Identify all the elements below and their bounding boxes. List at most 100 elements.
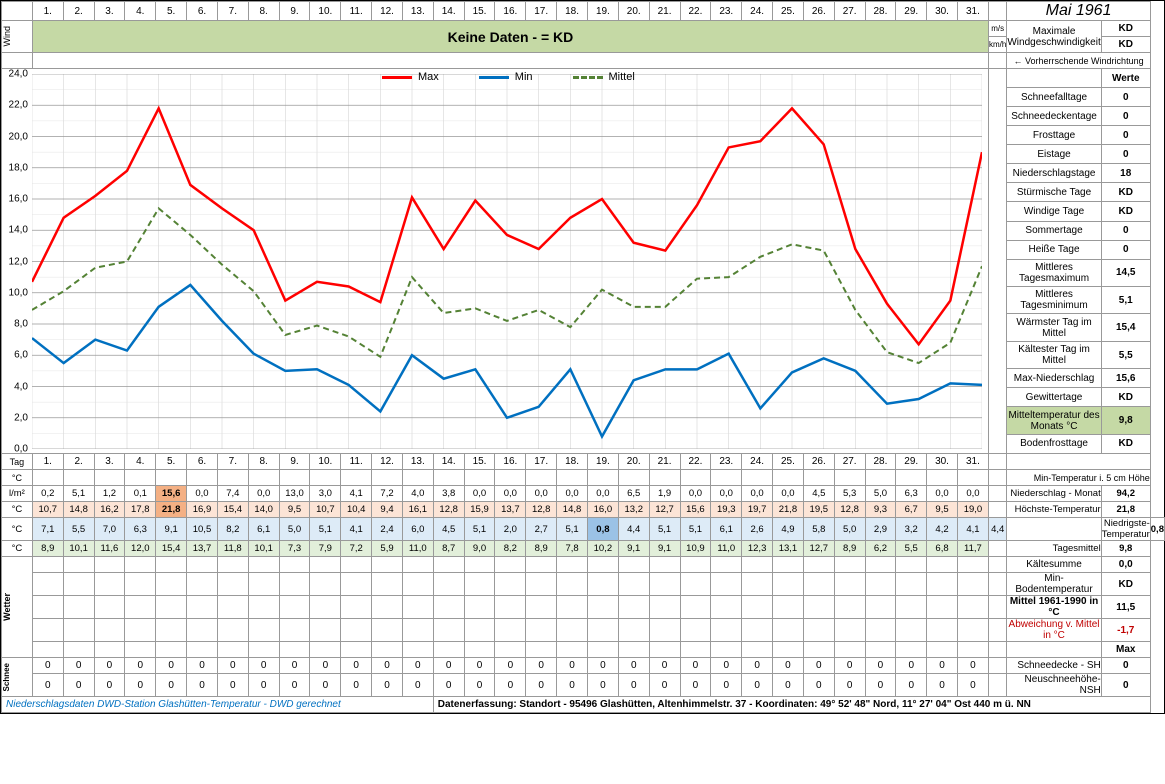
data-cell: 0,0 xyxy=(495,486,526,502)
y-axis-label: 24,0 xyxy=(2,69,28,80)
zero-cell: 0 xyxy=(402,674,433,697)
row-unit: °C xyxy=(2,541,33,557)
day-header: 29. xyxy=(896,2,927,21)
zero-cell: 0 xyxy=(957,674,988,697)
stat-label: Heiße Tage xyxy=(1007,240,1101,259)
zero-cell: 0 xyxy=(618,658,649,674)
data-cell: 0,0 xyxy=(248,486,279,502)
data-cell: 8,9 xyxy=(834,541,865,557)
stat-label: Kältester Tag im Mittel xyxy=(1007,341,1101,368)
day-header: 6. xyxy=(187,454,218,470)
zero-cell: 0 xyxy=(526,674,557,697)
extra-label: Abweichung v. Mittel in °C xyxy=(1007,619,1101,642)
day-header: 20. xyxy=(618,454,649,470)
day-header: 6. xyxy=(187,2,218,21)
data-cell: 10,7 xyxy=(32,502,63,518)
day-header: 12. xyxy=(372,2,403,21)
extra-label: Mittel 1961-1990 in °C xyxy=(1007,596,1101,619)
zero-cell: 0 xyxy=(32,658,63,674)
day-header: 1. xyxy=(32,2,63,21)
data-cell: 0,1 xyxy=(125,486,156,502)
zero-cell: 0 xyxy=(557,658,588,674)
wind-dir: ← Vorherrschende Windrichtung xyxy=(1007,53,1150,69)
day-header: 5. xyxy=(156,2,187,21)
stat-label: Frosttage xyxy=(1007,126,1101,145)
zero-cell: 0 xyxy=(433,674,464,697)
stat-value: 0 xyxy=(1101,107,1150,126)
data-cell: 8,9 xyxy=(526,541,557,557)
y-axis-label: 12,0 xyxy=(2,256,28,267)
mintemp5-label: Min-Temperatur i. 5 cm Höhe xyxy=(1007,470,1150,486)
zero-cell: 0 xyxy=(834,658,865,674)
zero-cell: 0 xyxy=(587,658,618,674)
zero-cell: 0 xyxy=(495,658,526,674)
ms-unit: m/s xyxy=(989,21,1007,37)
stat-value: 0 xyxy=(1101,126,1150,145)
day-header: 31. xyxy=(957,2,988,21)
zero-cell: 0 xyxy=(464,674,495,697)
row-sum: 21,8 xyxy=(1101,502,1150,518)
data-cell: 14,8 xyxy=(557,502,588,518)
data-cell: 5,1 xyxy=(557,518,588,541)
data-cell: 0,0 xyxy=(742,486,773,502)
stat-value: 14,5 xyxy=(1101,259,1150,286)
extra-value: 11,5 xyxy=(1101,596,1150,619)
zero-cell: 0 xyxy=(125,658,156,674)
data-cell: 10,5 xyxy=(187,518,218,541)
day-header: 20. xyxy=(618,2,649,21)
y-axis-label: 14,0 xyxy=(2,225,28,236)
day-header: 16. xyxy=(495,2,526,21)
stat-label: Schneefalltage xyxy=(1007,88,1101,107)
data-cell: 9,3 xyxy=(865,502,896,518)
snow-label: Schnee xyxy=(2,663,11,691)
day-header: 21. xyxy=(649,2,680,21)
zero-cell: 0 xyxy=(341,674,372,697)
wind-max-label: Maximale Windgeschwindigkeit xyxy=(1007,21,1101,53)
data-cell: 5,1 xyxy=(649,518,680,541)
data-cell: 9,1 xyxy=(618,541,649,557)
data-cell: 7,3 xyxy=(279,541,310,557)
data-cell: 9,0 xyxy=(464,541,495,557)
day-header: 7. xyxy=(217,454,248,470)
data-cell: 16,2 xyxy=(94,502,125,518)
row-sum: 94,2 xyxy=(1101,486,1150,502)
stat-label: Sommertage xyxy=(1007,221,1101,240)
data-cell: 0,2 xyxy=(32,486,63,502)
data-cell: 11,8 xyxy=(217,541,248,557)
stat-value: 5,5 xyxy=(1101,341,1150,368)
stat-label: Gewittertage xyxy=(1007,388,1101,407)
data-cell: 4,5 xyxy=(803,486,834,502)
day-header: 24. xyxy=(742,454,773,470)
data-cell: 13,1 xyxy=(773,541,804,557)
data-cell: 19,0 xyxy=(957,502,988,518)
day-header: 17. xyxy=(526,2,557,21)
data-cell: 12,8 xyxy=(834,502,865,518)
extra-label: Min-Bodentemperatur xyxy=(1007,573,1101,596)
data-cell: 10,7 xyxy=(310,502,341,518)
data-cell: 6,1 xyxy=(711,518,742,541)
row-unit: °C xyxy=(2,518,33,541)
stat-label: Stürmische Tage xyxy=(1007,183,1101,202)
data-cell: 14,0 xyxy=(248,502,279,518)
day-header: 30. xyxy=(927,454,958,470)
data-cell: 7,2 xyxy=(372,486,403,502)
data-cell: 3,2 xyxy=(896,518,927,541)
data-cell: 6,3 xyxy=(896,486,927,502)
data-cell: 21,8 xyxy=(773,502,804,518)
day-header: 27. xyxy=(834,2,865,21)
stat-label: Windige Tage xyxy=(1007,202,1101,221)
data-cell: 16,9 xyxy=(187,502,218,518)
data-cell: 3,8 xyxy=(433,486,464,502)
day-header: 7. xyxy=(217,2,248,21)
data-cell: 15,9 xyxy=(464,502,495,518)
day-header: 8. xyxy=(248,454,279,470)
wind-nodata: Keine Daten - = KD xyxy=(32,21,988,53)
data-cell: 7,2 xyxy=(341,541,372,557)
data-cell: 11,7 xyxy=(957,541,988,557)
data-cell: 19,5 xyxy=(803,502,834,518)
data-cell: 5,8 xyxy=(803,518,834,541)
zero-cell: 0 xyxy=(587,674,618,697)
day-header: 31. xyxy=(957,454,988,470)
zero-cell: 0 xyxy=(433,658,464,674)
data-cell: 13,7 xyxy=(495,502,526,518)
